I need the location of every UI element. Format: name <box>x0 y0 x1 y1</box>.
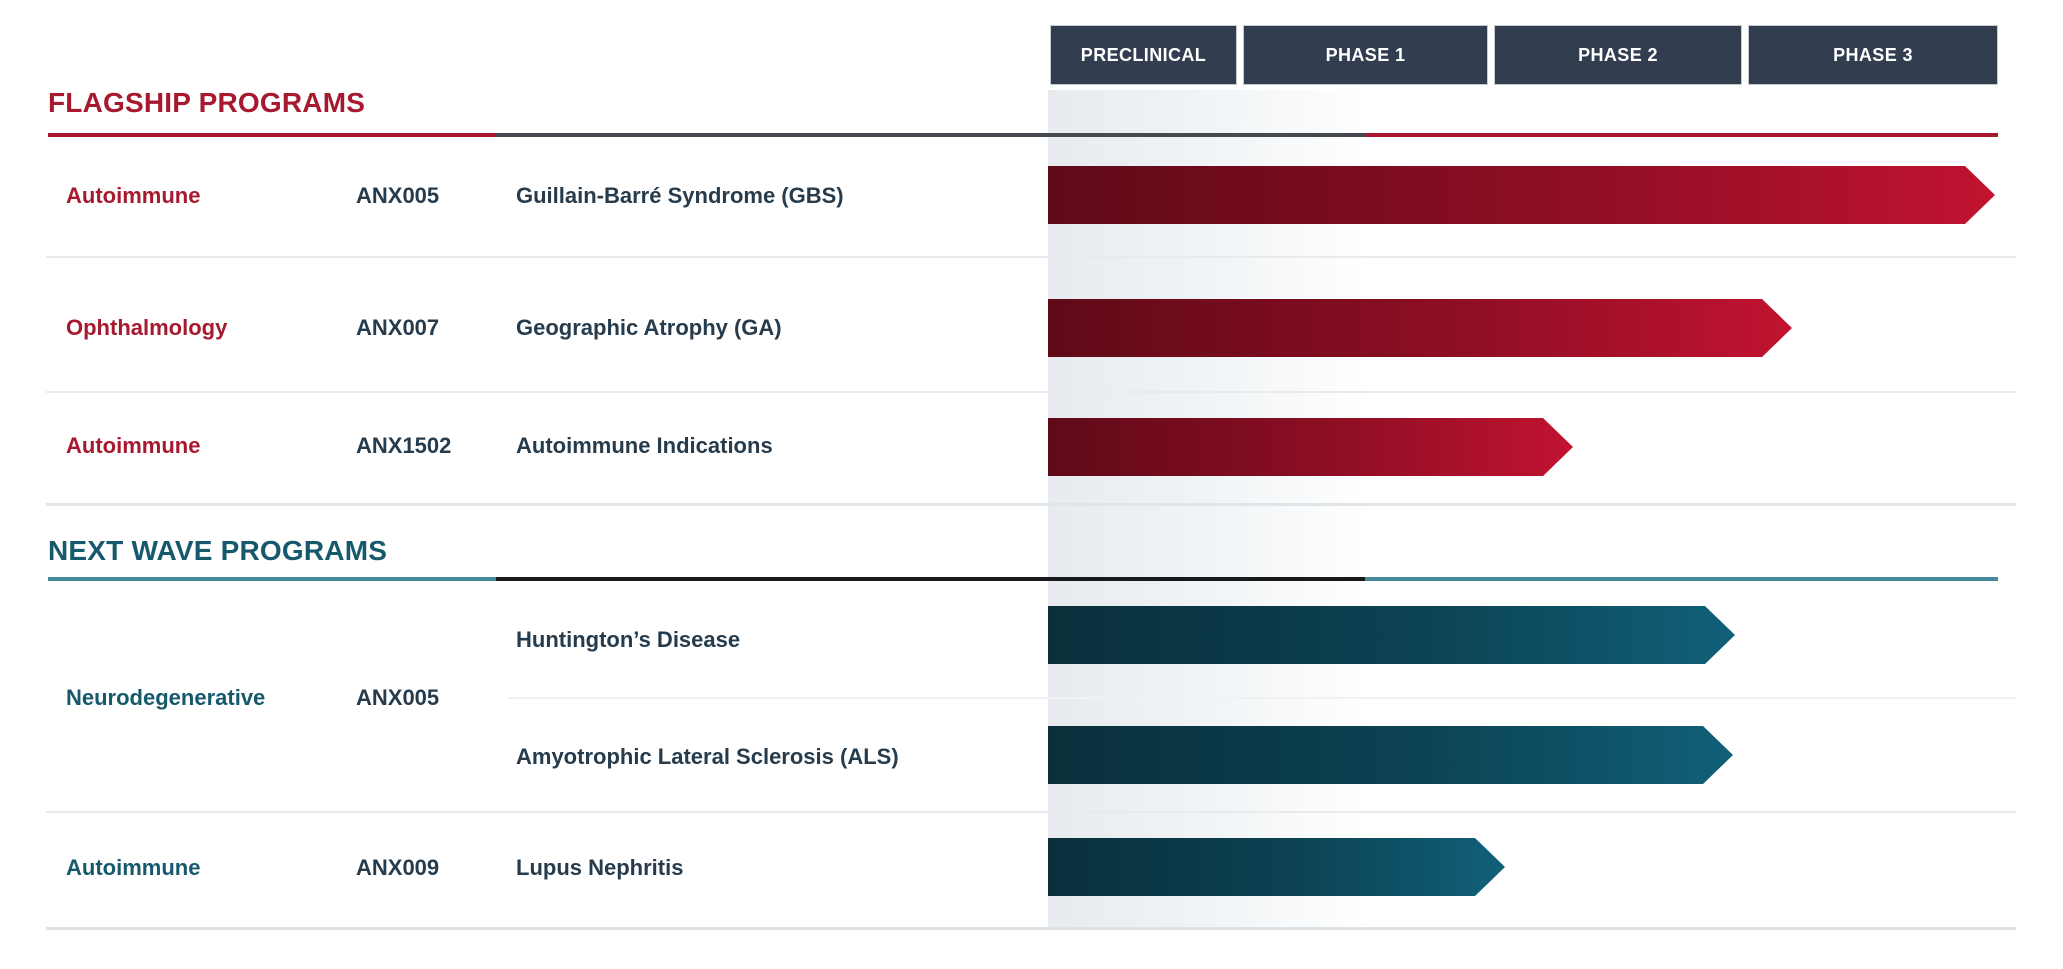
indication-label: Lupus Nephritis <box>516 855 684 880</box>
section-title-flagship: FLAGSHIP PROGRAMS <box>48 87 366 118</box>
program-code: ANX005 <box>356 685 440 710</box>
indication-label: Geographic Atrophy (GA) <box>516 315 782 340</box>
progress-bar-als <box>1048 726 1733 784</box>
phase-header-phase3: PHASE 3 <box>1748 25 1998 85</box>
indication-label: Guillain-Barré Syndrome (GBS) <box>516 183 844 208</box>
progress-bar-anx1502 <box>1048 418 1573 476</box>
row-divider <box>46 391 2016 393</box>
progress-bar-huntingtons <box>1048 606 1735 664</box>
category-label: Autoimmune <box>66 183 201 208</box>
section-title-next-wave: NEXT WAVE PROGRAMS <box>48 535 388 566</box>
category-label: Neurodegenerative <box>66 685 266 710</box>
group-sub-divider <box>507 697 2016 699</box>
row-divider <box>46 811 2016 813</box>
indication-label: Amyotrophic Lateral Sclerosis (ALS) <box>516 744 899 769</box>
bottom-divider <box>46 927 2016 930</box>
phase-header-phase1: PHASE 1 <box>1243 25 1488 85</box>
category-label: Autoimmune <box>66 433 201 458</box>
section-divider <box>46 503 2016 506</box>
indication-label: Huntington’s Disease <box>516 627 741 652</box>
row-divider <box>46 256 2016 258</box>
preclinical-shade-band <box>1048 90 1370 928</box>
phase-header-preclinical: PRECLINICAL <box>1050 25 1237 85</box>
progress-bar-lupus <box>1048 838 1505 896</box>
indication-label: Autoimmune Indications <box>516 433 773 458</box>
progress-bar-ga <box>1048 299 1792 357</box>
progress-bar-gbs <box>1048 166 1995 224</box>
category-label: Ophthalmology <box>66 315 228 340</box>
program-code: ANX005 <box>356 183 440 208</box>
phase-header-phase2: PHASE 2 <box>1494 25 1742 85</box>
program-code: ANX1502 <box>356 433 452 458</box>
program-code: ANX009 <box>356 855 440 880</box>
program-code: ANX007 <box>356 315 440 340</box>
category-label: Autoimmune <box>66 855 201 880</box>
